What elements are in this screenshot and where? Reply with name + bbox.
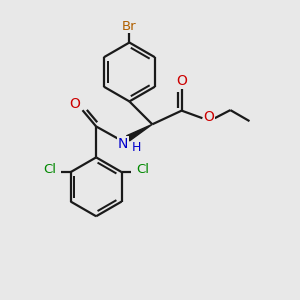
- Text: Cl: Cl: [136, 163, 149, 176]
- Text: O: O: [203, 110, 214, 124]
- Text: Br: Br: [122, 20, 137, 33]
- Text: Cl: Cl: [44, 163, 56, 176]
- Text: O: O: [69, 97, 80, 111]
- Text: H: H: [132, 141, 141, 154]
- Text: O: O: [176, 74, 187, 88]
- Polygon shape: [127, 124, 152, 141]
- Text: N: N: [118, 136, 128, 151]
